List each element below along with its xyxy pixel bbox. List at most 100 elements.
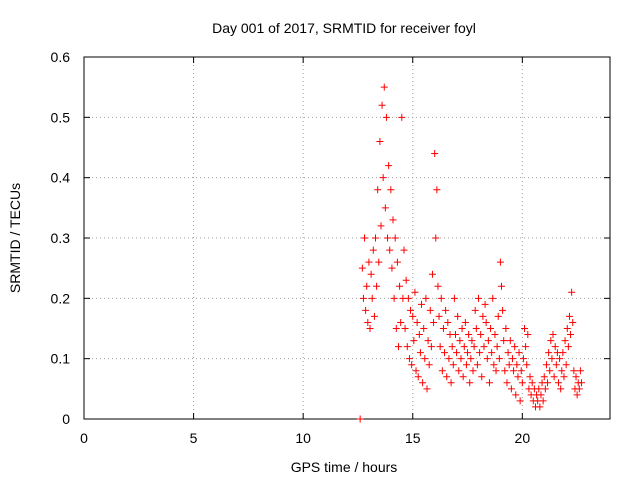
data-point <box>468 337 476 345</box>
data-point <box>438 367 446 375</box>
data-point <box>480 343 488 351</box>
data-point <box>364 318 372 326</box>
data-point <box>456 337 464 345</box>
data-point <box>479 312 487 320</box>
data-point <box>489 294 497 302</box>
data-point <box>426 306 434 314</box>
data-point <box>548 355 556 363</box>
data-point <box>521 325 529 332</box>
data-point <box>430 318 438 326</box>
data-point <box>462 361 470 369</box>
data-point <box>471 306 479 314</box>
data-point <box>445 355 453 363</box>
data-point <box>400 246 408 254</box>
data-point <box>418 300 426 308</box>
data-point <box>516 397 524 405</box>
data-point <box>540 373 548 381</box>
data-point <box>549 331 557 339</box>
data-point <box>419 379 427 387</box>
data-point <box>363 282 371 290</box>
data-point <box>523 361 531 369</box>
data-point <box>402 276 410 284</box>
data-point <box>375 258 383 266</box>
data-point <box>409 312 417 320</box>
data-point <box>398 113 406 121</box>
data-point <box>401 325 409 332</box>
data-point <box>444 318 452 326</box>
data-point <box>413 318 421 326</box>
data-point <box>366 325 374 332</box>
data-point <box>425 361 433 369</box>
data-point <box>519 355 527 363</box>
data-point <box>432 234 440 242</box>
data-point <box>403 343 411 351</box>
data-point <box>569 318 577 326</box>
data-point <box>517 367 525 375</box>
data-point <box>467 355 475 363</box>
data-point <box>562 361 570 369</box>
data-point <box>546 367 554 375</box>
data-point <box>488 349 496 357</box>
data-point <box>481 300 489 308</box>
data-point <box>384 234 392 242</box>
data-point <box>498 282 506 290</box>
data-point <box>461 318 469 326</box>
data-point <box>506 337 514 345</box>
data-point <box>458 325 466 332</box>
data-point <box>542 361 550 369</box>
data-point <box>460 343 468 351</box>
data-point <box>378 101 386 109</box>
data-point <box>442 306 450 314</box>
data-point <box>476 349 484 357</box>
data-point <box>451 331 459 339</box>
data-point <box>558 367 566 375</box>
data-point <box>475 294 482 302</box>
data-point <box>563 325 571 332</box>
data-point <box>565 312 573 320</box>
data-point <box>487 325 495 332</box>
data-point <box>564 343 572 351</box>
data-point <box>443 373 451 381</box>
data-point <box>502 325 510 332</box>
data-point <box>505 361 513 369</box>
x-tick-label: 20 <box>515 430 531 446</box>
data-point <box>568 288 576 296</box>
plot-frame <box>83 56 611 420</box>
data-point <box>573 391 581 399</box>
data-point <box>405 355 413 363</box>
data-point <box>457 355 465 363</box>
data-point <box>503 379 511 387</box>
data-point <box>368 294 376 302</box>
data-point <box>439 325 447 332</box>
data-point <box>501 367 509 375</box>
data-point <box>513 361 521 369</box>
data-point <box>495 355 503 363</box>
data-point <box>373 282 381 290</box>
data-point <box>545 349 553 357</box>
data-point <box>392 325 400 332</box>
data-point <box>415 331 423 339</box>
data-point <box>539 397 547 405</box>
data-point <box>504 349 512 357</box>
grid <box>84 57 610 419</box>
data-point <box>420 325 428 332</box>
data-point <box>576 367 584 375</box>
data-point <box>404 294 412 302</box>
data-point <box>367 270 375 278</box>
data-point <box>466 379 474 387</box>
data-point <box>550 373 558 381</box>
data-point <box>524 331 532 339</box>
data-point <box>472 325 480 332</box>
data-point <box>492 367 500 375</box>
data-point <box>464 349 472 357</box>
data-point <box>508 355 516 363</box>
data-point <box>410 337 418 345</box>
data-point <box>544 379 552 387</box>
data-point <box>421 355 429 363</box>
data-point <box>473 361 481 369</box>
data-point <box>359 294 367 302</box>
data-point <box>435 312 443 320</box>
data-point <box>554 379 562 387</box>
y-axis-label: SRMTID / TECUs <box>7 183 23 293</box>
